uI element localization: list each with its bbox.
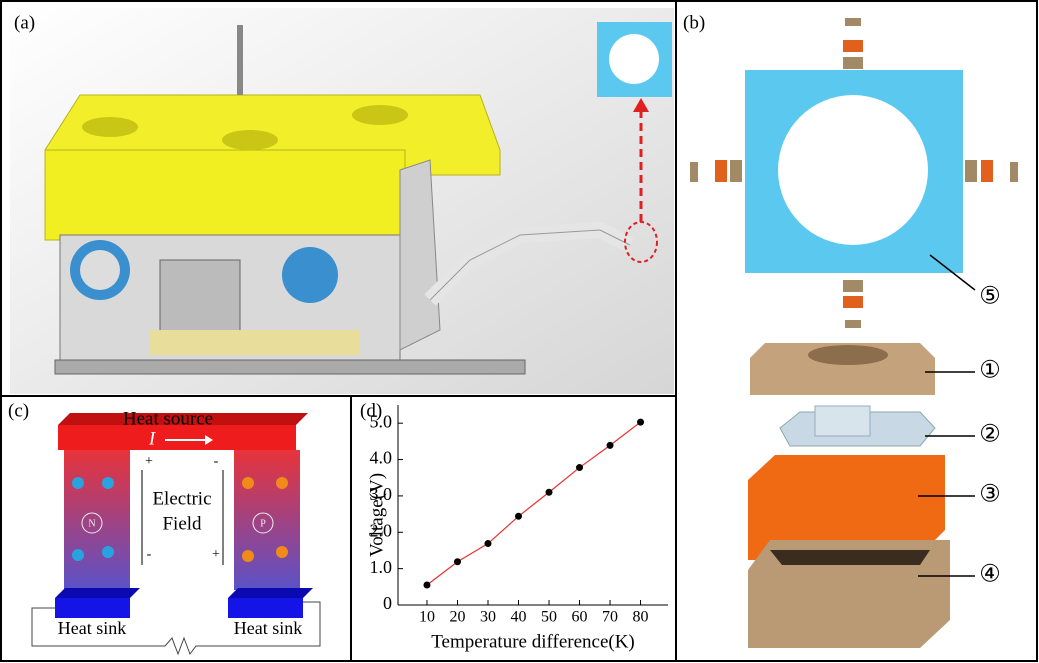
- heat-source-label: Heat source: [123, 408, 213, 429]
- data-point: [637, 419, 644, 426]
- y-tick-label: 5.0: [370, 411, 393, 431]
- callout: ①: [979, 358, 1001, 384]
- sign: +: [145, 454, 153, 469]
- field-label: Electric: [152, 488, 211, 509]
- data-point: [485, 540, 492, 547]
- x-tick-label: 50: [541, 609, 557, 626]
- sign: -: [214, 454, 219, 469]
- callout: ②: [979, 422, 1001, 448]
- data-point: [515, 513, 522, 520]
- heat-sink-label: Heat sink: [58, 618, 126, 638]
- data-point: [546, 489, 553, 496]
- figure: (a) (b) ⑤①②③④ (c) Heat source I Electric…: [0, 0, 1039, 663]
- x-tick-label: 20: [449, 609, 465, 626]
- x-tick-label: 70: [602, 609, 618, 626]
- data-point: [423, 582, 430, 589]
- module-illustration: [690, 18, 1018, 648]
- sign: -: [147, 547, 152, 562]
- y-tick-label: 4.0: [370, 448, 393, 468]
- x-tick-label: 30: [480, 609, 496, 626]
- field-label: Field: [162, 513, 202, 534]
- y-tick-label: 3.0: [370, 484, 393, 504]
- heat-sink-label: Heat sink: [234, 618, 302, 638]
- callout: ④: [979, 562, 1001, 588]
- y-tick-label: 2.0: [370, 520, 393, 540]
- data-point: [454, 558, 461, 565]
- panel-label: (c): [8, 400, 29, 421]
- y-tick-label: 0: [383, 593, 392, 613]
- panel-label: (b): [683, 12, 705, 33]
- data-point: [607, 442, 614, 449]
- sign: +: [212, 547, 220, 562]
- panel-label: (a): [14, 12, 35, 33]
- callout: ⑤: [979, 284, 1001, 310]
- leg-label: N: [88, 518, 95, 529]
- x-tick-label: 80: [633, 609, 649, 626]
- x-tick-label: 60: [572, 609, 588, 626]
- y-tick-label: 1.0: [370, 557, 393, 577]
- callout: ③: [979, 482, 1001, 508]
- leg-label: P: [260, 518, 266, 529]
- x-tick-label: 40: [511, 609, 527, 626]
- data-point: [576, 464, 583, 471]
- x-axis-label: Temperature difference(K): [431, 631, 635, 652]
- x-tick-label: 10: [419, 609, 435, 626]
